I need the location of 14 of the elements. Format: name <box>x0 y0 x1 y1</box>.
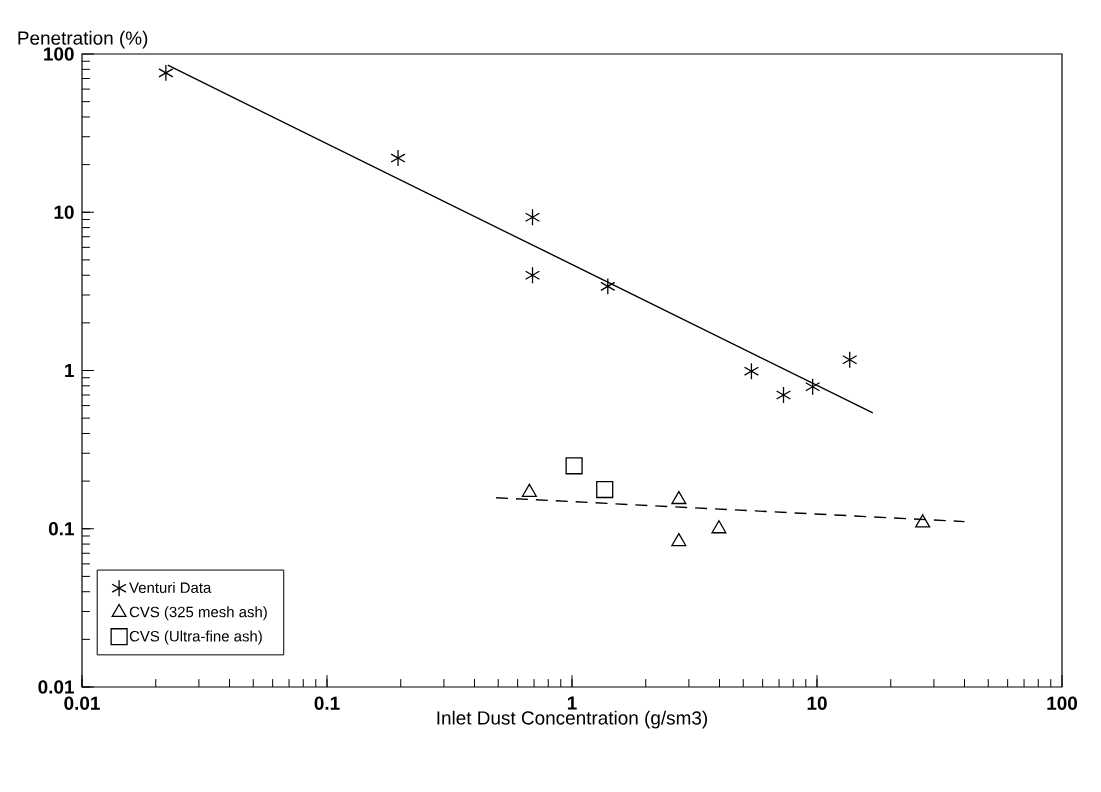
y-tick-label: 10 <box>54 205 74 219</box>
x-tick-label: 1 <box>567 696 577 710</box>
legend-label: CVS (325 mesh ash) <box>129 606 267 621</box>
legend-label: CVS (Ultra-fine ash) <box>129 630 262 645</box>
x-tick-label: 0.01 <box>64 696 100 710</box>
y-tick-label: 1 <box>65 364 74 378</box>
x-tick-label: 0.1 <box>314 696 340 710</box>
legend-label: Venturi Data <box>129 582 212 593</box>
x-tick-label: 10 <box>807 696 827 710</box>
y-tick-label: 0.01 <box>38 680 74 694</box>
x-tick-label: 100 <box>1047 696 1078 710</box>
x-axis-title: Inlet Dust Concentration (g/sm3) <box>437 710 708 729</box>
y-tick-label: 0.1 <box>48 522 74 536</box>
y-tick-label: 100 <box>44 47 74 61</box>
